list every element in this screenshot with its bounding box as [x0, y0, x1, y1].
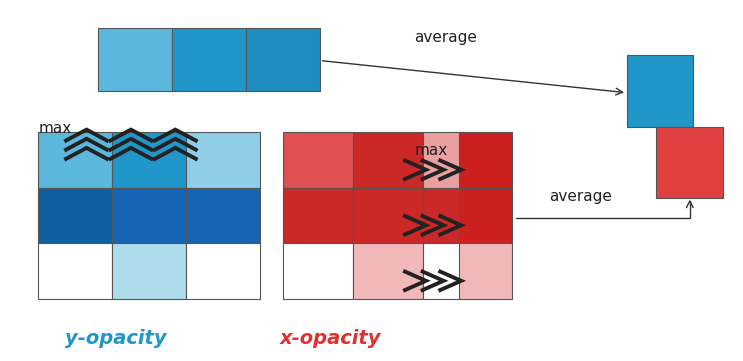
Bar: [39, 188, 112, 243]
Bar: [424, 132, 493, 188]
Text: average: average: [549, 189, 612, 204]
Bar: [424, 188, 493, 243]
Bar: [353, 188, 424, 243]
Bar: [459, 132, 512, 188]
Bar: [186, 243, 261, 299]
Bar: [459, 243, 512, 299]
Bar: [186, 188, 261, 243]
Bar: [282, 132, 353, 188]
Bar: [424, 243, 493, 299]
Bar: [97, 28, 172, 91]
Bar: [112, 132, 186, 188]
Bar: [246, 28, 319, 91]
Text: y-opacity: y-opacity: [65, 329, 167, 348]
Bar: [112, 188, 186, 243]
Bar: [39, 243, 112, 299]
Bar: [172, 28, 246, 91]
Text: x-opacity: x-opacity: [280, 329, 382, 348]
Bar: [353, 132, 424, 188]
Bar: [282, 188, 353, 243]
Bar: [657, 127, 723, 199]
Text: average: average: [414, 30, 477, 45]
Bar: [627, 55, 693, 127]
Bar: [112, 243, 186, 299]
Bar: [186, 132, 261, 188]
Bar: [39, 132, 112, 188]
Bar: [353, 243, 424, 299]
Bar: [459, 188, 512, 243]
Text: max: max: [415, 143, 448, 157]
Bar: [282, 243, 353, 299]
Text: max: max: [39, 121, 71, 136]
